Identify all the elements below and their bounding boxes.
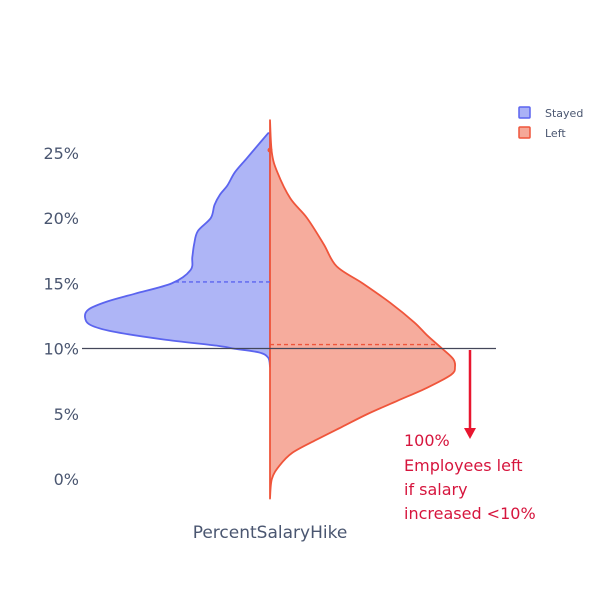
- y-tick-label: 20%: [43, 209, 79, 228]
- violins: [84, 119, 457, 500]
- mean-lines: [173, 147, 438, 346]
- violin-stayed: [84, 132, 271, 368]
- y-tick-label: 15%: [43, 274, 79, 293]
- left-max-point: [267, 147, 273, 153]
- annotation: 100% Employees left if salary increased …: [404, 350, 536, 523]
- annotation-line-2: Employees left: [404, 456, 523, 475]
- annotation-line-4: increased <10%: [404, 504, 536, 523]
- legend-item-left[interactable]: Left: [518, 126, 566, 140]
- legend-swatch-stayed: [518, 106, 531, 119]
- legend-item-stayed[interactable]: Stayed: [518, 106, 583, 120]
- y-tick-label: 0%: [54, 470, 79, 489]
- y-tick-label: 25%: [43, 144, 79, 163]
- annotation-line-3: if salary: [404, 480, 468, 499]
- legend-label-stayed: Stayed: [545, 107, 583, 120]
- legend-swatch-left: [518, 126, 531, 139]
- annotation-arrowhead: [464, 428, 476, 439]
- y-tick-label: 10%: [43, 340, 79, 359]
- y-axis: 0% 5% 10% 15% 20% 25%: [43, 144, 79, 489]
- legend[interactable]: Stayed Left: [518, 106, 583, 140]
- annotation-line-1: 100%: [404, 431, 450, 450]
- x-axis-label: PercentSalaryHike: [193, 523, 348, 543]
- y-tick-label: 5%: [54, 405, 79, 424]
- violin-left: [269, 119, 457, 500]
- legend-label-left: Left: [545, 127, 566, 140]
